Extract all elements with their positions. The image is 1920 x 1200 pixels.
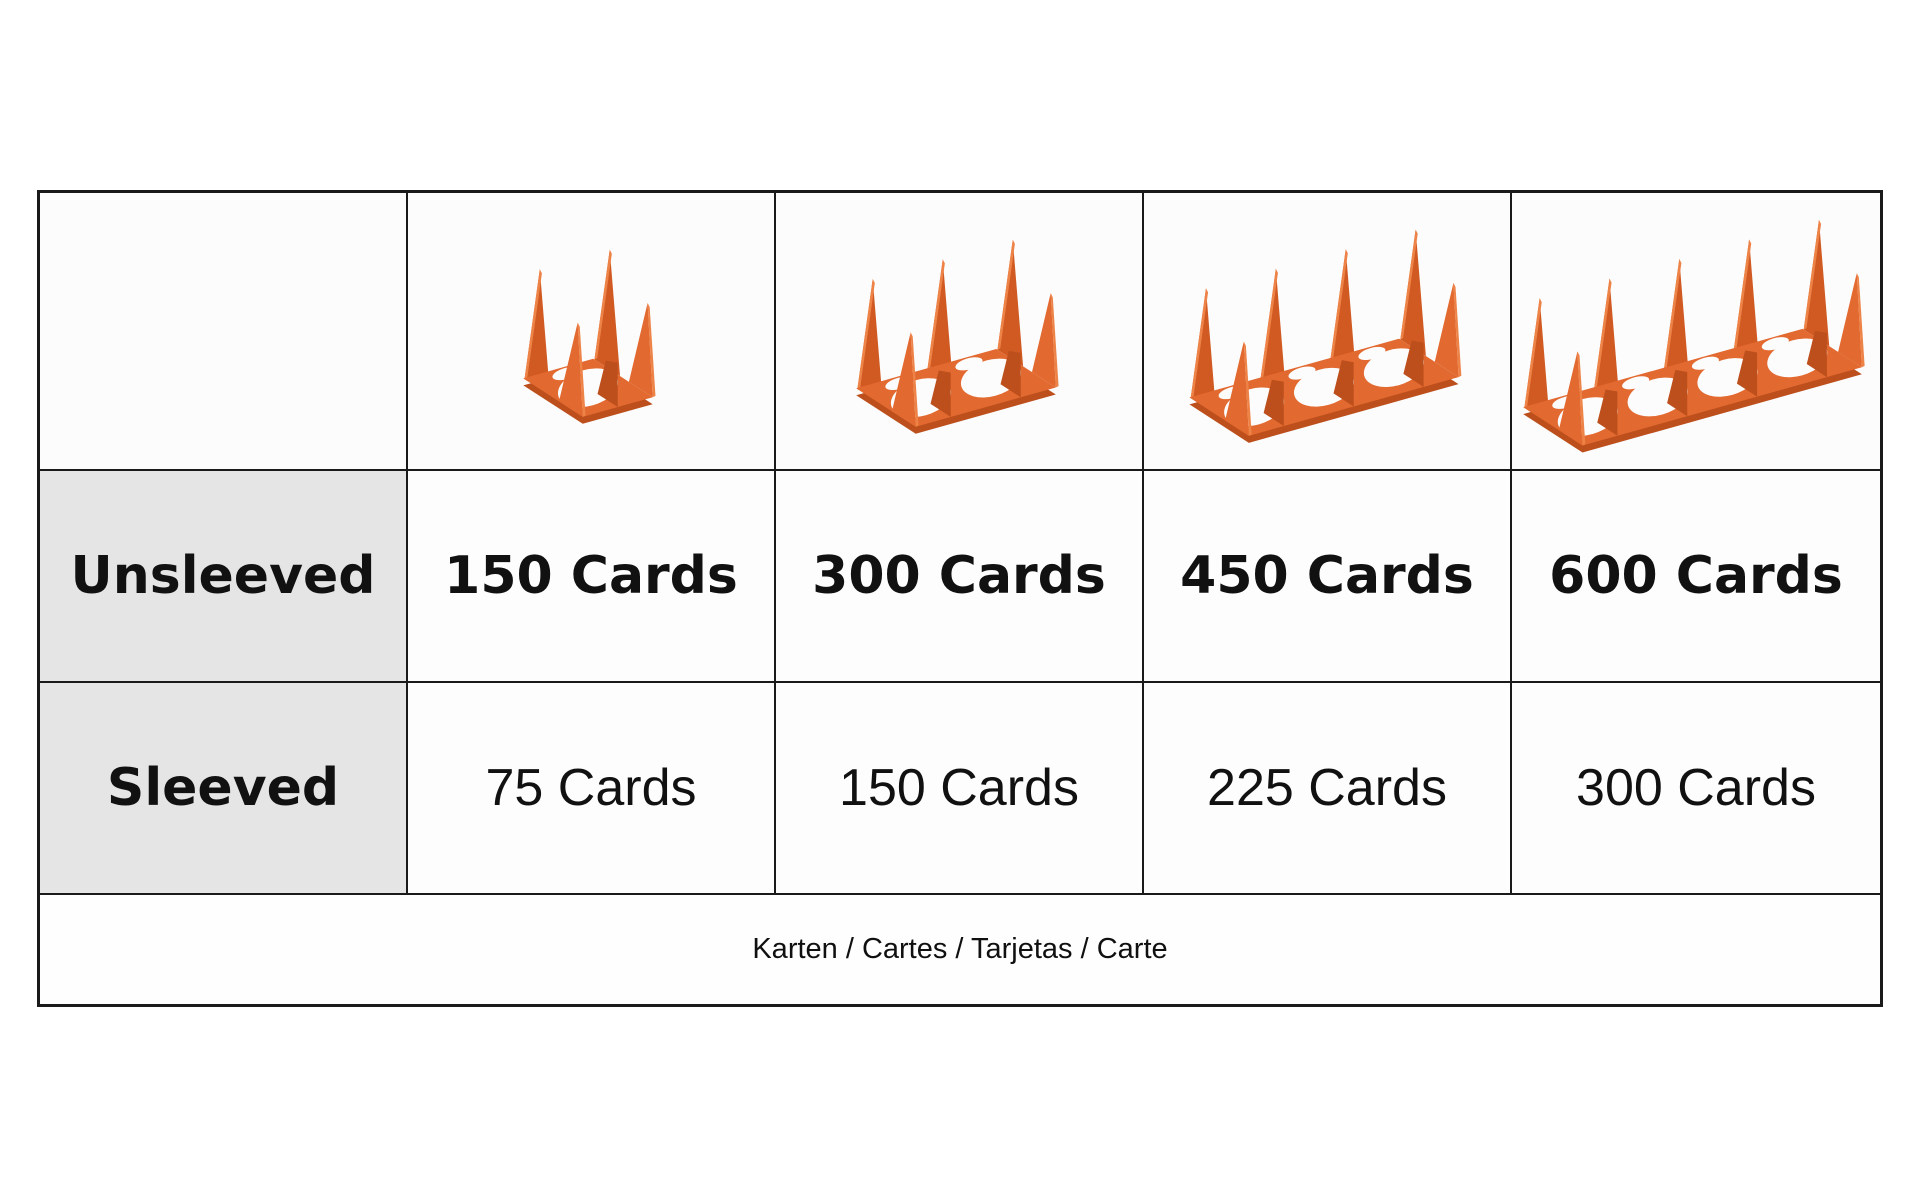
footer-translations: Karten / Cartes / Tarjetas / Carte — [40, 895, 1880, 1004]
unsleeved-capacity-1: 150 Cards — [408, 471, 776, 683]
sleeved-capacity-1: 75 Cards — [408, 683, 776, 895]
unsleeved-capacity-2: 300 Cards — [776, 471, 1144, 683]
product-image-cell-4 — [1512, 193, 1880, 471]
product-image-cell-2 — [776, 193, 1144, 471]
card-holder-1-slot-render — [408, 193, 774, 469]
card-holder-3-slot-render — [1144, 193, 1510, 469]
sleeved-capacity-2: 150 Cards — [776, 683, 1144, 895]
row-label-sleeved: Sleeved — [40, 683, 408, 895]
card-holder-4-slot-render — [1512, 193, 1880, 469]
unsleeved-capacity-3: 450 Cards — [1144, 471, 1512, 683]
capacity-table: Unsleeved 150 Cards 300 Cards 450 Cards … — [37, 190, 1883, 1007]
product-image-cell-1 — [408, 193, 776, 471]
table-corner-empty-cell — [40, 193, 408, 471]
card-holder-2-slot-render — [776, 193, 1142, 469]
row-label-unsleeved: Unsleeved — [40, 471, 408, 683]
product-image-cell-3 — [1144, 193, 1512, 471]
unsleeved-capacity-4: 600 Cards — [1512, 471, 1880, 683]
sleeved-capacity-3: 225 Cards — [1144, 683, 1512, 895]
sleeved-capacity-4: 300 Cards — [1512, 683, 1880, 895]
